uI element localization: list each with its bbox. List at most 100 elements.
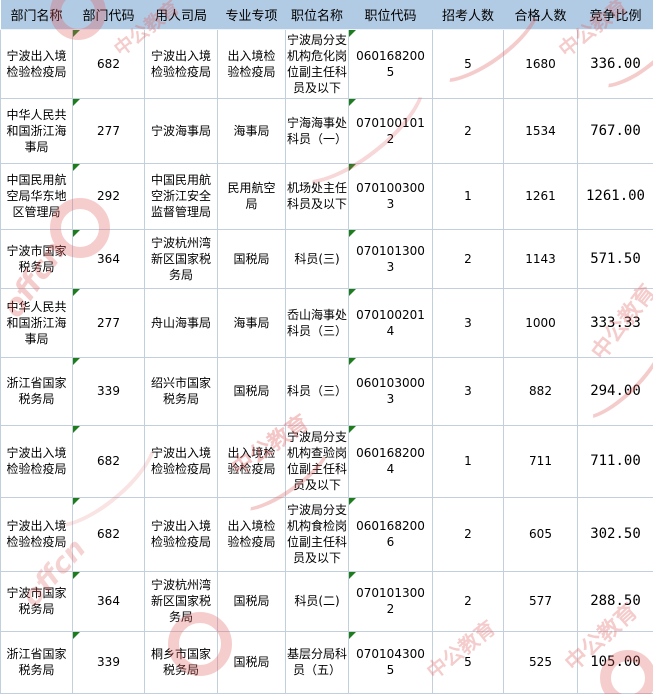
- cell-dept-code: 364: [72, 570, 145, 632]
- dept-code-value: 277: [97, 315, 120, 330]
- table-row: 宁波出入境检验检疫局 682 宁波出入境检验检疫局 出入境检验检疫局 宁波局分支…: [0, 28, 653, 99]
- stored-as-text-indicator-icon: [73, 288, 80, 296]
- cell-dept-name: 宁波市国家税务局: [0, 570, 73, 632]
- dept-code-value: 339: [97, 384, 120, 399]
- cell-position-name: 科员(二): [285, 570, 349, 632]
- cell-qualified-count: 711: [503, 424, 578, 498]
- cell-dept-name: 宁波市国家税务局: [0, 228, 73, 289]
- position-code-value: 0601030003: [356, 376, 425, 407]
- dept-code-value: 682: [97, 56, 120, 71]
- cell-recruit-count: 1: [432, 424, 504, 498]
- cell-specialty: 出入境检验检疫局: [217, 28, 286, 99]
- cell-dept-name: 中华人民共和国浙江海事局: [0, 97, 73, 164]
- cell-dept-code: 682: [72, 496, 145, 572]
- cell-recruit-count: 2: [432, 496, 504, 572]
- cell-qualified-count: 577: [503, 570, 578, 632]
- cell-qualified-count: 605: [503, 496, 578, 572]
- dept-code-value: 292: [97, 189, 120, 204]
- cell-ratio: 336.00: [577, 28, 653, 99]
- cell-position-name: 宁海海事处科员（一）: [285, 97, 349, 164]
- cell-dept-name: 浙江省国家税务局: [0, 630, 73, 694]
- stored-as-text-indicator-icon: [349, 29, 356, 37]
- cell-ratio: 767.00: [577, 97, 653, 164]
- position-code-value: 0601682004: [356, 446, 425, 477]
- stored-as-text-indicator-icon: [349, 571, 356, 579]
- dept-code-value: 339: [97, 655, 120, 670]
- cell-ratio: 288.50: [577, 570, 653, 632]
- cell-dept-code: 682: [72, 28, 145, 99]
- dept-code-value: 277: [97, 123, 120, 138]
- cell-ratio: 571.50: [577, 228, 653, 289]
- cell-dept-name: 宁波出入境检验检疫局: [0, 28, 73, 99]
- cell-dept-code: 339: [72, 356, 145, 426]
- cell-specialty: 国税局: [217, 356, 286, 426]
- cell-specialty: 国税局: [217, 570, 286, 632]
- cell-position-code: 0701003003: [348, 162, 433, 230]
- cell-position-code: 0601030003: [348, 356, 433, 426]
- cell-bureau: 绍兴市国家税务局: [144, 356, 218, 426]
- stored-as-text-indicator-icon: [349, 229, 356, 237]
- cell-specialty: 民用航空局: [217, 162, 286, 230]
- cell-bureau: 宁波出入境检验检疫局: [144, 496, 218, 572]
- cell-recruit-count: 2: [432, 97, 504, 164]
- cell-dept-code: 277: [72, 287, 145, 358]
- cell-dept-code: 364: [72, 228, 145, 289]
- table-row: 中华人民共和国浙江海事局 277 舟山海事局 海事局 岙山海事处科员（三） 07…: [0, 287, 653, 358]
- dept-code-value: 364: [97, 251, 120, 266]
- cell-specialty: 出入境检验检疫局: [217, 424, 286, 498]
- cell-qualified-count: 1534: [503, 97, 578, 164]
- dept-code-value: 682: [97, 454, 120, 469]
- cell-ratio: 711.00: [577, 424, 653, 498]
- cell-position-name: 基层分局科员（五）: [285, 630, 349, 694]
- cell-position-name: 宁波局分支机构食检岗位副主任科员及以下: [285, 496, 349, 572]
- position-code-value: 0601682005: [356, 48, 425, 79]
- cell-position-name: 宁波局分支机构查验岗位副主任科员及以下: [285, 424, 349, 498]
- stored-as-text-indicator-icon: [349, 357, 356, 365]
- table-row: 宁波出入境检验检疫局 682 宁波出入境检验检疫局 出入境检验检疫局 宁波局分支…: [0, 496, 653, 572]
- position-code-value: 0601682006: [356, 519, 425, 550]
- cell-position-name: 科员（三）: [285, 356, 349, 426]
- cell-specialty: 海事局: [217, 97, 286, 164]
- cell-specialty: 国税局: [217, 630, 286, 694]
- cell-position-code: 0601682005: [348, 28, 433, 99]
- stored-as-text-indicator-icon: [73, 631, 80, 639]
- stored-as-text-indicator-icon: [349, 425, 356, 433]
- position-code-value: 0701002014: [356, 307, 425, 338]
- cell-position-name: 机场处主任科员及以下: [285, 162, 349, 230]
- cell-dept-name: 宁波出入境检验检疫局: [0, 424, 73, 498]
- cell-dept-code: 292: [72, 162, 145, 230]
- position-code-value: 0701003003: [356, 181, 425, 212]
- table-row: 浙江省国家税务局 339 桐乡市国家税务局 国税局 基层分局科员（五） 0701…: [0, 630, 653, 694]
- cell-qualified-count: 525: [503, 630, 578, 694]
- cell-recruit-count: 2: [432, 570, 504, 632]
- col-header-position-code: 职位代码: [348, 0, 433, 30]
- stored-as-text-indicator-icon: [349, 497, 356, 505]
- cell-position-code: 0701013003: [348, 228, 433, 289]
- cell-position-name: 宁波局分支机构危化岗位副主任科员及以下: [285, 28, 349, 99]
- cell-bureau: 桐乡市国家税务局: [144, 630, 218, 694]
- cell-dept-code: 277: [72, 97, 145, 164]
- cell-specialty: 海事局: [217, 287, 286, 358]
- stored-as-text-indicator-icon: [349, 163, 356, 171]
- cell-bureau: 舟山海事局: [144, 287, 218, 358]
- table-row: 宁波市国家税务局 364 宁波杭州湾新区国家税务局 国税局 科员(三) 0701…: [0, 228, 653, 289]
- table-row: 宁波出入境检验检疫局 682 宁波出入境检验检疫局 出入境检验检疫局 宁波局分支…: [0, 424, 653, 498]
- cell-recruit-count: 5: [432, 630, 504, 694]
- stored-as-text-indicator-icon: [73, 163, 80, 171]
- cell-dept-code: 339: [72, 630, 145, 694]
- stored-as-text-indicator-icon: [349, 98, 356, 106]
- cell-qualified-count: 1000: [503, 287, 578, 358]
- stored-as-text-indicator-icon: [73, 571, 80, 579]
- cell-ratio: 105.00: [577, 630, 653, 694]
- stored-as-text-indicator-icon: [73, 29, 80, 37]
- position-code-value: 0701013003: [356, 243, 425, 274]
- col-header-ratio: 竞争比例: [577, 0, 653, 30]
- col-header-qualified-count: 合格人数: [503, 0, 578, 30]
- col-header-bureau: 用人司局: [144, 0, 218, 30]
- cell-ratio: 302.50: [577, 496, 653, 572]
- stored-as-text-indicator-icon: [349, 288, 356, 296]
- cell-position-code: 0701002014: [348, 287, 433, 358]
- stored-as-text-indicator-icon: [349, 631, 356, 639]
